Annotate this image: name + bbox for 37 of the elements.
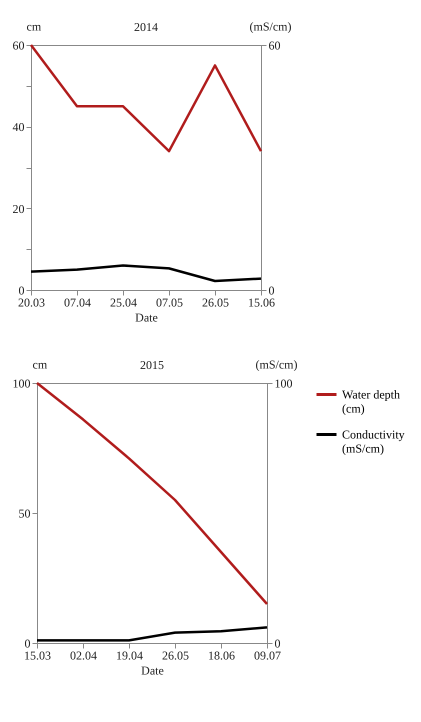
y2-tick-label: 0 [274,636,280,650]
x-tick-label: 09.07 [254,648,281,662]
legend-label: Water depth (cm) [342,388,400,416]
x-tick-label: 19.04 [116,648,143,662]
y-axis-title: cm [26,20,42,34]
y-tick-label: 20 [12,202,24,216]
x-tick-label: 07.04 [64,296,91,310]
legend-label: Conductivity (mS/cm) [342,428,405,456]
x-tick-label: 15.06 [248,296,275,310]
x-tick-label: 07.05 [156,296,183,310]
y-tick-label: 40 [12,120,24,134]
x-tick-label: 02.04 [70,648,97,662]
line-series [30,264,262,282]
y-tick-label: 60 [12,38,24,52]
y-tick-label: 50 [18,506,30,520]
x-tick-label: 26.05 [162,648,189,662]
y2-axis-title: (mS/cm) [250,20,292,34]
y2-axis-title: (mS/cm) [256,358,298,372]
y-tick-label: 0 [24,636,30,650]
y2-tick-label: 60 [268,38,280,52]
x-tick-label: 20.03 [18,296,45,310]
y-axis-title: cm [32,358,48,372]
y-tick-label: 100 [12,376,30,390]
x-tick-label: 26.05 [202,296,229,310]
y-tick-label: 0 [18,284,24,298]
line-series [36,382,268,606]
chart-title: 2015 [140,358,164,372]
x-tick-label: 15.03 [24,648,51,662]
x-tick-label: 18.06 [208,648,235,662]
x-axis-title: Date [141,664,164,678]
line-series [36,626,268,642]
x-axis-title: Date [135,310,158,324]
line-series [30,44,262,152]
chart-title: 2014 [134,20,158,34]
x-tick-label: 25.04 [110,296,137,310]
y2-tick-label: 0 [268,284,274,298]
y2-tick-label: 100 [274,376,292,390]
